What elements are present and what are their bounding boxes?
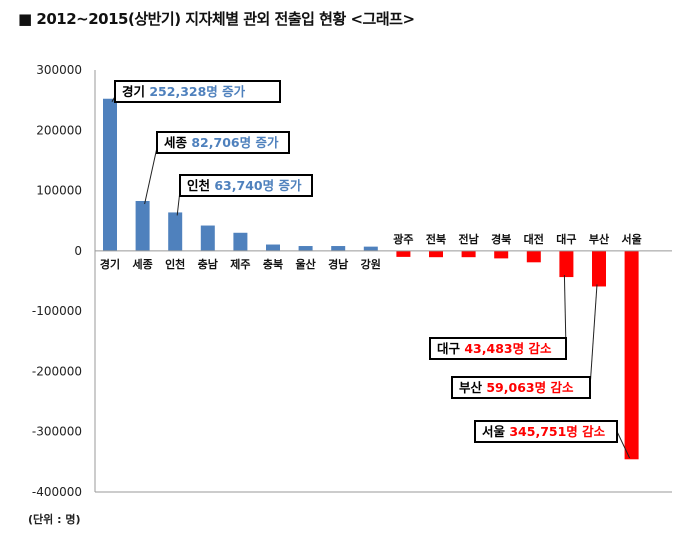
callout-label-경기: 경기 252,328명 증가 <box>122 84 246 99</box>
unit-label: (단위 : 명) <box>28 513 81 526</box>
category-label: 전남 <box>458 232 478 246</box>
category-label: 대전 <box>524 232 544 246</box>
category-label: 부산 <box>589 232 609 246</box>
y-tick-label: -200000 <box>32 364 82 378</box>
category-label: 충남 <box>198 257 218 271</box>
category-label: 충북 <box>263 257 283 271</box>
callout-leader-line <box>144 147 158 205</box>
callout-region: 부산 <box>459 380 486 395</box>
callout-label-서울: 서울 345,751명 감소 <box>482 424 606 439</box>
y-tick-label: 300000 <box>36 63 82 77</box>
bar-전북 <box>429 250 443 258</box>
bar-경남 <box>331 246 346 251</box>
callout-box <box>474 420 618 443</box>
y-tick-label: -100000 <box>32 304 82 318</box>
category-label: 대구 <box>556 232 576 246</box>
callout-value: 59,063명 감소 <box>486 380 574 395</box>
bar-울산 <box>298 246 313 251</box>
bar-서울 <box>624 250 639 460</box>
callout-region: 인천 <box>187 178 214 193</box>
callout-region: 대구 <box>437 341 464 356</box>
bar-경기 <box>103 98 117 251</box>
callout-label-대구: 대구 43,483명 감소 <box>437 341 552 356</box>
callout-label-세종: 세종 82,706명 증가 <box>164 135 279 150</box>
category-label: 광주 <box>393 233 413 246</box>
category-label: 경남 <box>328 257 348 271</box>
callout-value: 345,751명 감소 <box>509 424 605 439</box>
bar-충남 <box>200 225 215 251</box>
callout-label-인천: 인천 63,740명 증가 <box>187 178 302 193</box>
category-label: 서울 <box>621 232 641 246</box>
y-tick-label: 100000 <box>36 184 82 198</box>
bar-대구 <box>559 250 574 278</box>
bar-대전 <box>526 250 541 263</box>
category-label: 세종 <box>132 257 152 271</box>
callout-box <box>114 80 281 103</box>
callout-box <box>179 174 313 197</box>
bar-부산 <box>592 250 606 287</box>
y-tick-label: -400000 <box>32 485 82 499</box>
callout-box <box>451 376 591 399</box>
chart-title: ■ 2012~2015(상반기) 지자체별 관외 전출입 현황 <그래프> <box>18 10 415 28</box>
callout-value: 252,328명 증가 <box>149 84 245 99</box>
callout-region: 세종 <box>164 135 191 150</box>
callout-region: 서울 <box>482 424 509 439</box>
callout-leader-line <box>616 431 631 459</box>
category-label: 경북 <box>491 232 511 246</box>
bar-충북 <box>266 244 280 251</box>
bar-전남 <box>461 250 476 258</box>
y-tick-label: 0 <box>74 244 82 258</box>
category-label: 울산 <box>295 257 315 271</box>
callout-value: 82,706명 증가 <box>191 135 279 150</box>
category-label: 전북 <box>426 232 446 246</box>
bar-세종 <box>135 200 150 251</box>
category-label: 인천 <box>165 257 185 271</box>
callout-leader-line <box>589 284 598 388</box>
y-tick-label: -300000 <box>32 425 82 439</box>
bar-광주 <box>396 250 411 257</box>
callout-leader-line <box>563 275 567 349</box>
callout-box <box>156 131 290 154</box>
category-label: 경기 <box>100 257 120 271</box>
bar-인천 <box>168 212 183 251</box>
bar-제주 <box>233 232 248 251</box>
category-label: 제주 <box>230 257 250 271</box>
callout-region: 경기 <box>122 84 149 99</box>
callout-value: 63,740명 증가 <box>214 178 302 193</box>
callout-label-부산: 부산 59,063명 감소 <box>459 380 574 395</box>
category-label: 강원 <box>361 257 381 271</box>
callout-value: 43,483명 감소 <box>464 341 552 356</box>
bar-경북 <box>494 250 509 259</box>
callout-box <box>429 337 567 360</box>
bar-강원 <box>363 246 378 251</box>
y-tick-label: 200000 <box>36 123 82 137</box>
